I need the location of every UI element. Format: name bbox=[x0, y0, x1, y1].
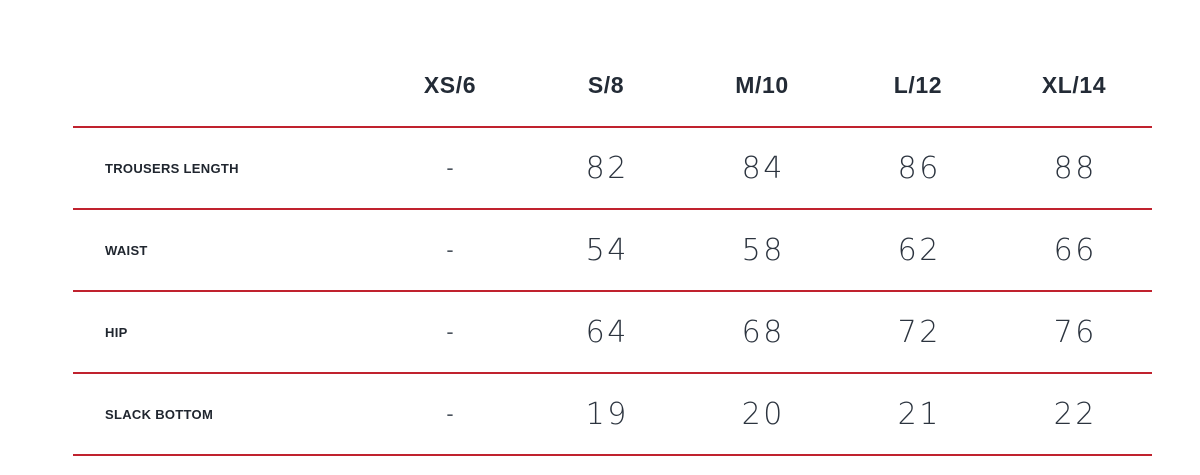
cell-trousers-length-m: 84 bbox=[741, 150, 785, 186]
header-size-m: M/10 bbox=[735, 72, 789, 98]
table-row: TROUSERS LENGTH - 82 84 86 88 bbox=[73, 127, 1152, 209]
cell-slack-bottom-xl: 22 bbox=[1053, 396, 1097, 432]
cell-waist-xs: - bbox=[446, 238, 454, 262]
row-label-waist: WAIST bbox=[105, 242, 148, 258]
cell-hip-xs: - bbox=[446, 320, 454, 344]
cell-slack-bottom-xs: - bbox=[446, 402, 454, 426]
header-row: XS/6 S/8 M/10 L/12 XL/14 bbox=[73, 45, 1152, 127]
table-row: SLACK BOTTOM - 19 20 21 22 bbox=[73, 373, 1152, 455]
cell-waist-xl: 66 bbox=[1053, 232, 1097, 268]
cell-hip-m: 68 bbox=[741, 314, 785, 350]
cell-trousers-length-xl: 88 bbox=[1053, 150, 1097, 186]
cell-trousers-length-l: 86 bbox=[897, 150, 941, 186]
cell-waist-l: 62 bbox=[897, 232, 941, 268]
header-size-xl: XL/14 bbox=[1041, 72, 1107, 98]
cell-waist-s: 54 bbox=[585, 232, 629, 268]
table-row: HIP - 64 68 72 76 bbox=[73, 291, 1152, 373]
cell-slack-bottom-m: 20 bbox=[741, 396, 785, 432]
table-header: XS/6 S/8 M/10 L/12 XL/14 bbox=[73, 45, 1152, 127]
header-size-l: L/12 bbox=[893, 72, 943, 98]
row-label-trousers-length: TROUSERS LENGTH bbox=[105, 160, 239, 176]
cell-hip-s: 64 bbox=[585, 314, 629, 350]
cell-waist-m: 58 bbox=[741, 232, 785, 268]
cell-slack-bottom-l: 21 bbox=[897, 396, 941, 432]
cell-slack-bottom-s: 19 bbox=[585, 396, 629, 432]
row-label-slack-bottom: SLACK BOTTOM bbox=[105, 406, 214, 422]
table-body: TROUSERS LENGTH - 82 84 86 88 WAIST - 54… bbox=[73, 127, 1152, 455]
table-row: WAIST - 54 58 62 66 bbox=[73, 209, 1152, 291]
size-measurement-table: XS/6 S/8 M/10 L/12 XL/14 TROUSERS LENGTH… bbox=[73, 45, 1152, 456]
cell-hip-l: 72 bbox=[897, 314, 941, 350]
cell-trousers-length-s: 82 bbox=[585, 150, 629, 186]
header-size-s: S/8 bbox=[587, 72, 625, 98]
cell-trousers-length-xs: - bbox=[446, 156, 454, 180]
header-size-xs: XS/6 bbox=[423, 72, 477, 98]
row-label-hip: HIP bbox=[105, 324, 128, 340]
header-measurement-column bbox=[73, 45, 372, 127]
cell-hip-xl: 76 bbox=[1053, 314, 1097, 350]
